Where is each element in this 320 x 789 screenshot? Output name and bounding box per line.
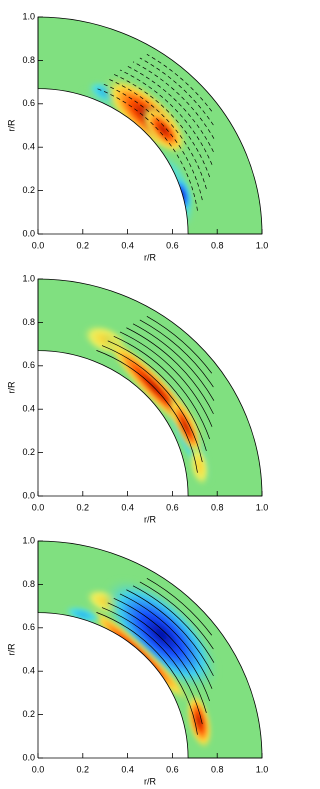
contour-line	[113, 335, 210, 440]
contour-line	[107, 78, 207, 189]
y-tick-label: 0.6	[22, 360, 35, 370]
y-tick-label: 0.4	[22, 404, 35, 414]
contour-line	[139, 319, 214, 388]
x-tick-label: 0.0	[32, 240, 45, 250]
contour-line	[132, 323, 215, 401]
y-tick-label: 0.0	[22, 228, 35, 238]
contour-line	[132, 61, 215, 139]
panel: 0.0 0.2 0.4 0.6 0.8 1.0 0.0 0.2 0.4 0.6 0.8 1.0 r/R r…	[6, 273, 268, 524]
contour-line	[101, 83, 203, 201]
y-tick-label: 0.0	[22, 490, 35, 500]
y-tick-label: 0.2	[22, 185, 35, 195]
x-tick-label: 1.0	[256, 502, 269, 512]
x-axis-label: r/R	[144, 252, 156, 262]
x-tick-label: 0.8	[211, 764, 224, 774]
figure: 0.0 0.2 0.4 0.6 0.8 1.0 0.0 0.2 0.4 0.6 0.8 1.0 r/R r…	[6, 11, 268, 786]
x-tick-label: 0.4	[121, 502, 134, 512]
x-tick-label: 0.4	[121, 764, 134, 774]
field	[81, 316, 215, 488]
y-tick-label: 0.4	[22, 666, 35, 676]
y-tick-label: 0.0	[22, 752, 35, 762]
y-tick-label: 0.6	[22, 98, 35, 108]
contour-line	[146, 54, 213, 112]
y-tick-label: 1.0	[22, 11, 35, 21]
x-tick-label: 0.2	[77, 240, 90, 250]
x-tick-label: 0.2	[77, 502, 90, 512]
y-axis-label: r/R	[6, 643, 16, 655]
x-axis-label: r/R	[144, 514, 156, 524]
annulus-outline	[37, 540, 263, 759]
y-tick-label: 0.2	[22, 447, 35, 457]
y-tick-label: 0.4	[22, 142, 35, 152]
field-blob	[63, 605, 103, 625]
y-tick-label: 1.0	[22, 273, 35, 283]
contour-line	[126, 589, 214, 677]
panel: 0.0 0.2 0.4 0.6 0.8 1.0 0.0 0.2 0.4 0.6 0.8 1.0 r/R r…	[6, 11, 268, 262]
x-tick-label: 0.2	[77, 764, 90, 774]
field-blob	[185, 691, 213, 751]
contour-line	[119, 69, 213, 165]
contour-line	[107, 602, 207, 713]
annulus-outline	[37, 16, 263, 235]
x-tick-label: 0.6	[166, 502, 179, 512]
x-tick-label: 0.8	[211, 502, 224, 512]
y-tick-label: 0.2	[22, 709, 35, 719]
contour-line	[119, 593, 213, 689]
y-tick-label: 0.6	[22, 622, 35, 632]
x-tick-label: 0.6	[166, 240, 179, 250]
contour-line	[96, 350, 198, 473]
contour-line	[146, 578, 213, 636]
y-axis-label: r/R	[6, 119, 16, 131]
x-tick-label: 0.0	[32, 764, 45, 774]
panel: 0.0 0.2 0.4 0.6 0.8 1.0 0.0 0.2 0.4 0.6 0.8 1.0 r/R r…	[6, 535, 268, 786]
y-axis-label: r/R	[6, 381, 16, 393]
contour-line	[126, 327, 214, 415]
contour-line	[132, 585, 215, 663]
contour-line	[101, 345, 203, 463]
x-tick-label: 0.6	[166, 764, 179, 774]
y-tick-label: 0.8	[22, 579, 35, 589]
x-tick-label: 0.0	[32, 502, 45, 512]
x-tick-label: 1.0	[256, 764, 269, 774]
contour-line	[139, 57, 214, 126]
y-tick-label: 0.8	[22, 317, 35, 327]
x-tick-label: 0.4	[121, 240, 134, 250]
x-axis-label: r/R	[144, 776, 156, 786]
field-blob	[168, 394, 204, 459]
x-tick-label: 0.8	[211, 240, 224, 250]
contour-line	[113, 73, 210, 178]
x-tick-label: 1.0	[256, 240, 269, 250]
contour-line	[113, 597, 210, 702]
contour-line	[146, 316, 213, 374]
field-blob	[141, 105, 186, 155]
contour-line	[101, 607, 203, 725]
y-tick-label: 0.8	[22, 55, 35, 65]
annulus-outline	[37, 278, 263, 497]
contour-line	[139, 581, 214, 650]
y-tick-label: 1.0	[22, 535, 35, 545]
contour-line	[119, 331, 213, 427]
contour-line	[96, 612, 198, 735]
contour-line	[107, 340, 207, 451]
